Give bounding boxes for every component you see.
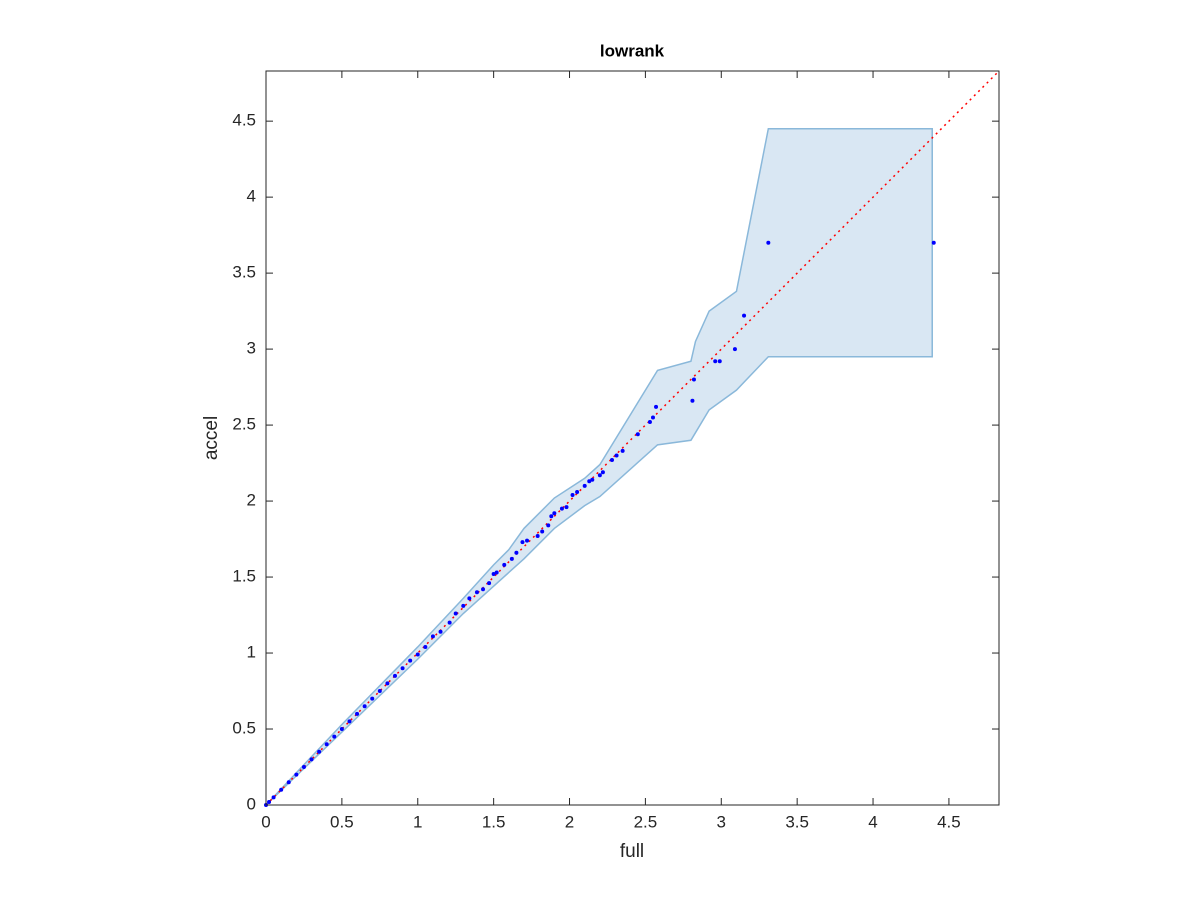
data-point <box>559 506 564 511</box>
data-point <box>474 590 479 595</box>
data-point <box>552 511 557 516</box>
data-point <box>654 404 659 409</box>
x-tick-label: 0.5 <box>330 812 354 831</box>
x-tick-label: 3 <box>717 812 726 831</box>
data-point <box>481 587 486 592</box>
data-point <box>546 523 551 528</box>
x-tick-label: 4 <box>868 812 877 831</box>
x-tick-label: 2.5 <box>634 812 658 831</box>
data-point <box>742 313 747 318</box>
data-point <box>392 673 397 678</box>
data-point <box>597 473 602 478</box>
data-point <box>931 240 936 245</box>
data-point <box>509 556 514 561</box>
data-point <box>301 765 306 770</box>
data-point <box>339 727 344 732</box>
y-tick-label: 1.5 <box>232 567 256 586</box>
y-tick-label: 2 <box>247 491 256 510</box>
data-point <box>570 492 575 497</box>
x-axis-label: full <box>620 841 644 862</box>
y-tick-label: 4.5 <box>232 111 256 130</box>
data-point <box>494 570 499 575</box>
data-point <box>691 377 696 382</box>
y-tick-label: 0 <box>247 794 256 813</box>
data-point <box>564 505 569 510</box>
data-point <box>732 347 737 352</box>
data-point <box>467 596 472 601</box>
data-point <box>502 562 507 567</box>
x-tick-label: 3.5 <box>785 812 809 831</box>
reference-line <box>265 70 1000 806</box>
data-point <box>647 420 652 425</box>
data-point <box>453 611 458 616</box>
data-point <box>377 689 382 694</box>
data-point <box>766 240 771 245</box>
y-tick-label: 0.5 <box>232 719 256 738</box>
data-point <box>590 477 595 482</box>
x-tick-label: 1 <box>413 812 422 831</box>
data-point <box>355 711 360 716</box>
y-axis-label: accel <box>201 416 222 460</box>
data-point <box>286 780 291 785</box>
data-point <box>385 681 390 686</box>
data-point <box>279 787 284 792</box>
data-point <box>487 581 492 586</box>
data-point <box>324 742 329 747</box>
data-point <box>540 529 545 534</box>
x-tick-label: 1.5 <box>482 812 506 831</box>
data-point <box>549 514 554 519</box>
data-point <box>582 483 587 488</box>
data-point <box>635 432 640 437</box>
data-point <box>317 749 322 754</box>
data-point <box>408 658 413 663</box>
data-point <box>610 458 615 463</box>
data-point <box>535 534 540 539</box>
chart-title: lowrank <box>600 41 665 60</box>
data-point <box>587 479 592 484</box>
data-point <box>713 359 718 364</box>
confidence-band <box>265 127 933 806</box>
data-point <box>267 799 272 804</box>
data-point <box>271 795 276 800</box>
data-point <box>362 704 367 709</box>
data-point <box>717 359 722 364</box>
data-point <box>461 603 466 608</box>
data-point <box>332 734 337 739</box>
data-point <box>294 772 299 777</box>
axes-box <box>265 70 1000 806</box>
data-point <box>650 415 655 420</box>
y-tick-label: 3 <box>247 339 256 358</box>
data-point <box>438 629 443 634</box>
data-point <box>400 666 405 671</box>
data-point <box>614 453 619 458</box>
data-point <box>514 550 519 555</box>
data-point <box>690 398 695 403</box>
x-tick-label: 2 <box>565 812 574 831</box>
data-point <box>415 652 420 657</box>
y-tick-label: 2.5 <box>232 415 256 434</box>
data-point <box>575 489 580 494</box>
data-point <box>600 470 605 475</box>
y-tick-label: 3.5 <box>232 263 256 282</box>
data-point <box>370 696 375 701</box>
data-point <box>347 719 352 724</box>
data-point <box>309 757 314 762</box>
y-tick-label: 1 <box>247 643 256 662</box>
data-point <box>447 620 452 625</box>
data-point <box>525 538 530 543</box>
x-tick-label: 4.5 <box>937 812 961 831</box>
x-tick-label: 0 <box>261 812 270 831</box>
data-point <box>491 572 496 577</box>
data-point <box>520 540 525 545</box>
data-point <box>423 644 428 649</box>
data-point <box>430 634 435 639</box>
y-tick-label: 4 <box>247 187 256 206</box>
data-point <box>620 448 625 453</box>
